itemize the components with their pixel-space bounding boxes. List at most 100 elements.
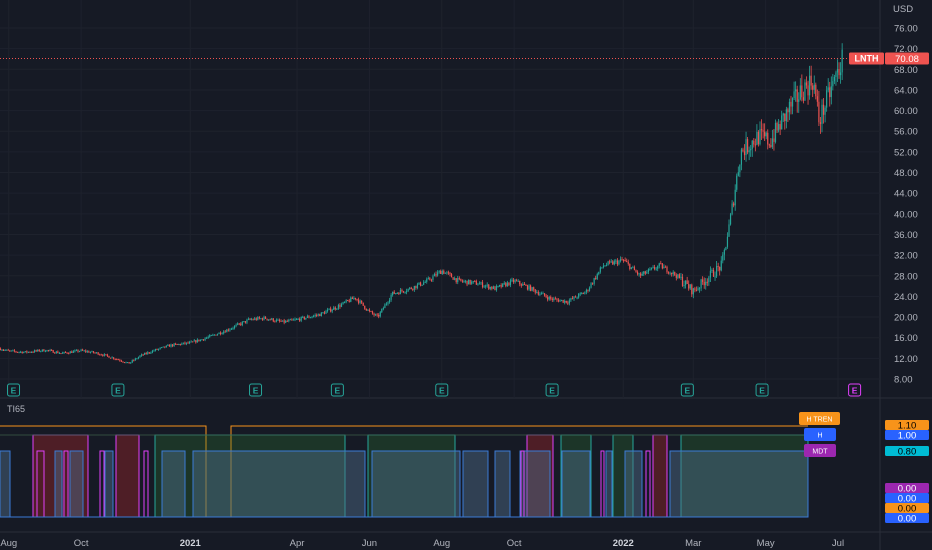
candle-body (702, 279, 704, 282)
candle-body (387, 302, 389, 304)
candle-body (543, 293, 546, 296)
indicator-blue-block (624, 450, 643, 518)
candle-body (516, 280, 518, 282)
time-axis[interactable]: Aug Oct 2021 Apr Jun Aug Oct 2022 Mar May Jul (0, 538, 844, 549)
candle-body (708, 277, 710, 283)
candle-body (551, 298, 553, 300)
indicator-blue-block (0, 450, 11, 518)
candle-body (505, 283, 507, 287)
candle-body (830, 86, 832, 98)
candle-body (750, 148, 752, 151)
candle-body (609, 261, 611, 263)
candle-body (74, 350, 76, 352)
candle-body (158, 348, 160, 350)
candle-body (460, 278, 462, 281)
candle-body (663, 266, 665, 269)
candle-body (237, 323, 239, 325)
indicator-blue-block (561, 450, 591, 518)
candle-body (282, 320, 284, 322)
candle-body (336, 308, 338, 310)
candle-body (798, 99, 800, 102)
candle-body (193, 340, 195, 342)
candle-body (799, 85, 801, 100)
candle-body (754, 144, 756, 146)
candle-body (647, 269, 649, 272)
candle-body (151, 350, 153, 353)
candle-body (805, 82, 808, 86)
candle-body (657, 266, 659, 269)
earnings-marker[interactable]: E (111, 383, 125, 397)
candle-body (441, 270, 443, 274)
candle-body (660, 263, 662, 265)
candle-body (836, 68, 839, 73)
candle-body (621, 259, 623, 261)
candle-body (258, 317, 260, 319)
candle-body (636, 271, 639, 275)
indicator-value-text: 1.00 (898, 431, 917, 442)
candle-body (229, 329, 231, 331)
candle-body (604, 265, 606, 267)
indicator-value-badge: 0.00 (885, 503, 929, 515)
candle-body (351, 297, 353, 300)
candle-body (23, 352, 25, 354)
candle-body (564, 300, 566, 303)
candle-body (506, 282, 508, 287)
candle-body (784, 113, 786, 122)
earnings-marker[interactable]: E (545, 383, 559, 397)
candle-body (322, 312, 324, 314)
price-axis[interactable]: 76.00 72.00 68.00 64.00 60.00 56.00 52.00 48.00… (894, 24, 918, 386)
candle-body (385, 303, 388, 305)
candle-body (782, 113, 784, 116)
candle-body (94, 352, 96, 354)
candle-body (686, 280, 688, 284)
candle-body (703, 281, 705, 286)
candle-body (585, 289, 587, 293)
candle-body (156, 349, 158, 351)
indicator-blue-block (371, 450, 461, 518)
candle-body (643, 271, 645, 274)
candle-body (356, 298, 358, 300)
indicator-red-block (652, 434, 668, 518)
indicator-green-block (154, 434, 346, 518)
candle-body (725, 246, 727, 250)
candle-body (599, 267, 601, 272)
candle-body (21, 351, 23, 354)
earnings-marker[interactable]: E (435, 383, 449, 397)
candle-body (176, 343, 178, 345)
earnings-marker[interactable]: E (330, 383, 344, 397)
earnings-marker[interactable]: E (848, 383, 862, 397)
candle-body (260, 318, 262, 320)
earnings-marker[interactable]: E (680, 383, 694, 397)
candle-body (47, 350, 50, 352)
price-tick-label: 20.00 (894, 313, 918, 324)
ticker-label: LNTH (855, 54, 879, 64)
candle-body (309, 317, 312, 319)
candle-body (210, 335, 212, 337)
ticker-badge[interactable]: LNTH (849, 52, 884, 65)
candle-body (398, 292, 400, 295)
candle-body (16, 351, 19, 353)
candle-body (58, 352, 60, 354)
candle-body (10, 350, 12, 352)
indicator-title[interactable]: TI65 (7, 404, 25, 414)
candle-body (455, 278, 457, 283)
candle-body (838, 68, 840, 76)
indicator-red-block (32, 434, 89, 518)
candle-body (213, 334, 215, 336)
earnings-marker-label: E (549, 386, 555, 396)
earnings-marker[interactable]: E (755, 383, 769, 397)
candle-body (381, 308, 383, 313)
candle-body (388, 299, 391, 303)
candle-body (466, 280, 468, 285)
candle-body (430, 279, 432, 281)
earnings-marker[interactable]: E (7, 383, 21, 397)
candle-body (9, 350, 11, 352)
candle-body (483, 286, 485, 288)
indicator-label-badge: MDT (804, 444, 836, 457)
candle-body (759, 129, 761, 145)
candle-body (471, 281, 473, 284)
candle-body (212, 334, 214, 336)
earnings-marker[interactable]: E (249, 383, 263, 397)
